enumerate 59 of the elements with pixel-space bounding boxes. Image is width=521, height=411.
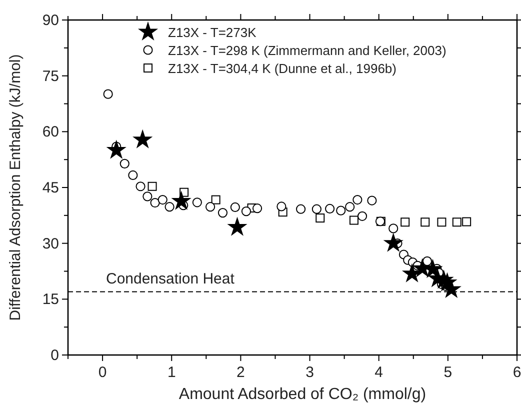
point xyxy=(142,192,152,202)
point xyxy=(136,182,146,192)
point xyxy=(148,182,157,191)
point xyxy=(349,216,358,225)
point xyxy=(452,218,462,227)
point xyxy=(437,218,446,227)
y-tick-label: 75 xyxy=(42,68,59,85)
point xyxy=(172,192,190,210)
point xyxy=(120,158,130,168)
x-tick-label: 3 xyxy=(306,364,314,381)
legend-label: Z13X - T=298 K (Zimmermann and Keller, 2003) xyxy=(168,43,446,58)
point xyxy=(276,202,286,212)
x-tick-label: 0 xyxy=(98,364,107,381)
point xyxy=(206,202,216,212)
point xyxy=(316,214,325,223)
point xyxy=(228,218,246,236)
x-tick-label: 5 xyxy=(444,364,452,381)
legend-label: Z13X - T=304,4 K (Dunne et al., 1996b) xyxy=(168,61,396,76)
x-tick-label: 1 xyxy=(167,364,176,381)
point xyxy=(312,204,322,214)
point xyxy=(400,218,410,227)
point xyxy=(158,194,168,205)
point xyxy=(230,202,240,212)
x-axis-title: Amount Adsorbed of CO₂ (mmol/g) xyxy=(178,386,426,403)
point xyxy=(252,204,262,214)
point xyxy=(192,198,202,208)
point xyxy=(134,130,152,148)
y-tick-label: 0 xyxy=(50,347,59,364)
point xyxy=(388,224,398,234)
point xyxy=(420,218,430,227)
ref-line-label: Condensation Heat xyxy=(106,270,236,288)
point xyxy=(218,208,228,218)
point xyxy=(107,140,126,158)
point xyxy=(150,198,160,208)
point xyxy=(241,206,252,216)
point xyxy=(164,202,174,212)
x-tick-label: 2 xyxy=(236,364,245,381)
y-tick-label: 30 xyxy=(42,235,59,252)
point xyxy=(211,195,220,204)
y-tick-label: 90 xyxy=(42,12,59,29)
y-tick-label: 15 xyxy=(42,291,59,308)
y-axis-title: Differential Adsorption Enthalpy (kJ/mol) xyxy=(7,54,24,321)
y-tick-label: 45 xyxy=(42,180,59,196)
point xyxy=(128,170,138,180)
y-tick-label: 60 xyxy=(42,124,59,141)
legend-label: Z13X - T=273K xyxy=(168,25,257,40)
point xyxy=(384,234,402,252)
point xyxy=(325,204,335,214)
point xyxy=(462,217,472,226)
point xyxy=(367,196,377,206)
x-tick-label: 4 xyxy=(374,364,384,381)
point xyxy=(422,256,432,266)
point xyxy=(296,204,306,214)
point xyxy=(336,206,346,216)
point xyxy=(352,194,362,205)
point xyxy=(103,89,113,99)
point xyxy=(345,202,355,212)
x-tick-label: 6 xyxy=(512,364,521,381)
point xyxy=(357,211,368,221)
